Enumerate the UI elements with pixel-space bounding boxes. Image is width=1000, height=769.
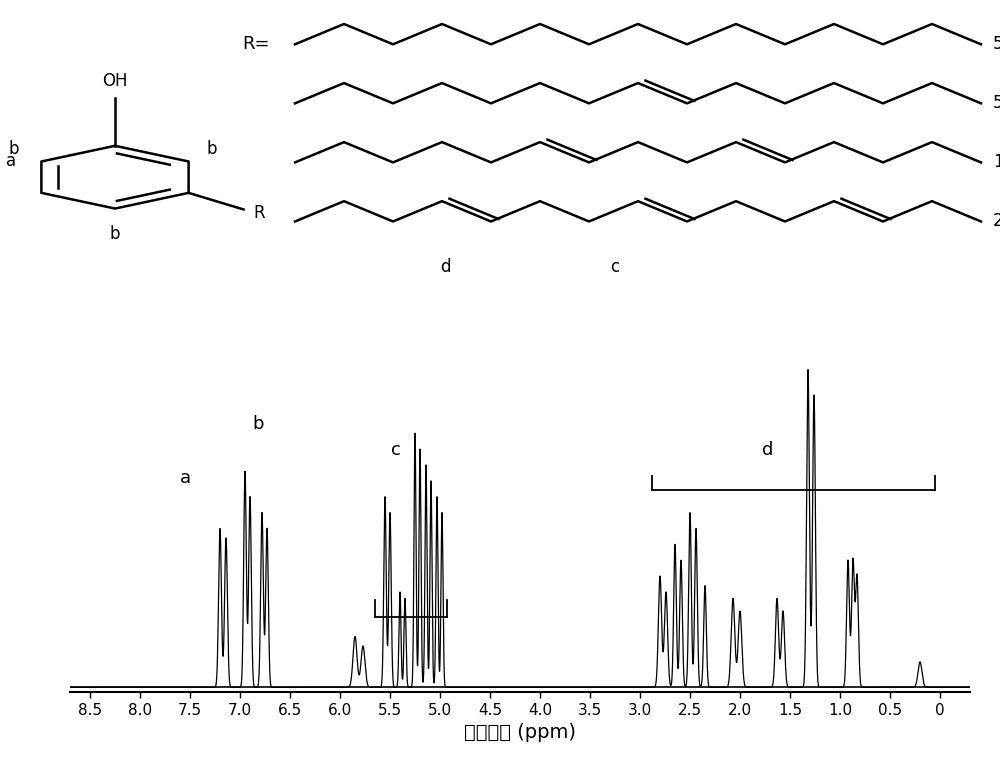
X-axis label: 化学位移 (ppm): 化学位移 (ppm) [464,723,576,742]
Text: OH: OH [102,72,128,91]
Text: 50%: 50% [993,95,1000,112]
Text: d: d [440,258,450,276]
Text: c: c [610,258,620,276]
Text: R: R [254,204,265,222]
Text: c: c [391,441,401,458]
Text: 16%: 16% [993,153,1000,171]
Text: 5%: 5% [993,35,1000,53]
Text: b: b [252,415,264,433]
Text: d: d [762,441,774,458]
Text: R=: R= [242,35,270,53]
Text: 29%: 29% [993,212,1000,231]
Text: b: b [110,225,120,243]
Text: a: a [179,469,191,488]
Text: b: b [9,140,19,158]
Text: b: b [207,140,217,158]
Text: a: a [6,152,16,171]
